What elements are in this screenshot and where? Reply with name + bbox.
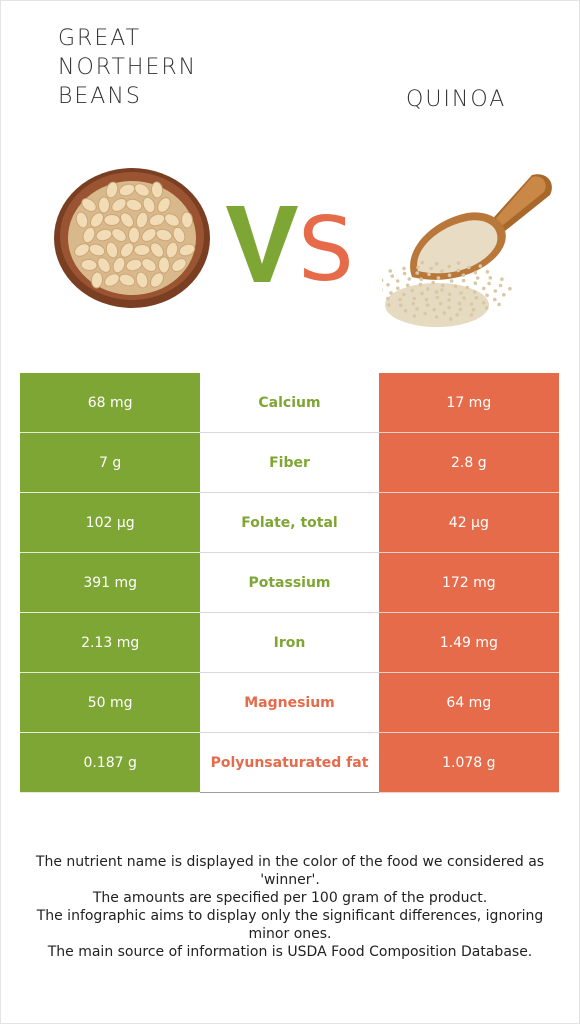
comparison-row: 50 mg Magnesium 64 mg [20,672,559,733]
comparison-row: 102 µg Folate, total 42 µg [20,492,559,553]
comparison-row: 7 g Fiber 2.8 g [20,432,559,493]
beans-bowl-image [54,168,210,308]
nutrient-name: Folate, total [200,492,379,553]
left-value: 50 mg [20,672,201,733]
left-value: 102 µg [20,492,201,553]
right-value: 1.49 mg [378,612,559,673]
quinoa-scoop-image [382,174,552,327]
left-value: 7 g [20,432,201,493]
svg-text:S: S [298,198,354,288]
footnote: The nutrient name is displayed in the co… [30,853,550,961]
left-value: 391 mg [20,552,201,613]
left-value: 2.13 mg [20,612,201,673]
footnote-line: The infographic aims to display only the… [36,908,544,942]
nutrient-name: Polyunsaturated fat [200,732,379,793]
right-value: 1.078 g [378,732,559,793]
left-value: 0.187 g [20,732,201,793]
food-right-title: Quinoa [406,87,507,112]
right-value: 42 µg [378,492,559,553]
comparison-row: 68 mg Calcium 17 mg [20,373,559,433]
nutrient-name: Fiber [200,432,379,493]
footnote-line: The nutrient name is displayed in the co… [35,854,545,888]
comparison-row: 391 mg Potassium 172 mg [20,552,559,613]
comparison-table: 68 mg Calcium 17 mg 7 g Fiber 2.8 g 102 µg Fola… [20,373,559,793]
vs-label: S [226,198,354,288]
right-value: 17 mg [378,373,559,433]
right-value: 64 mg [378,672,559,733]
nutrient-name: Iron [200,612,379,673]
food-left-title: Great Northern Beans [58,26,198,109]
comparison-row: 2.13 mg Iron 1.49 mg [20,612,559,673]
nutrient-name: Magnesium [200,672,379,733]
nutrient-name: Potassium [200,552,379,613]
right-value: 2.8 g [378,432,559,493]
comparison-row: 0.187 g Polyunsaturated fat 1.078 g [20,732,559,793]
nutrient-name: Calcium [200,373,379,433]
right-value: 172 mg [378,552,559,613]
footnote-line: The main source of information is USDA F… [47,944,533,960]
footnote-line: The amounts are specified per 100 gram o… [92,890,488,906]
left-value: 68 mg [20,373,201,433]
